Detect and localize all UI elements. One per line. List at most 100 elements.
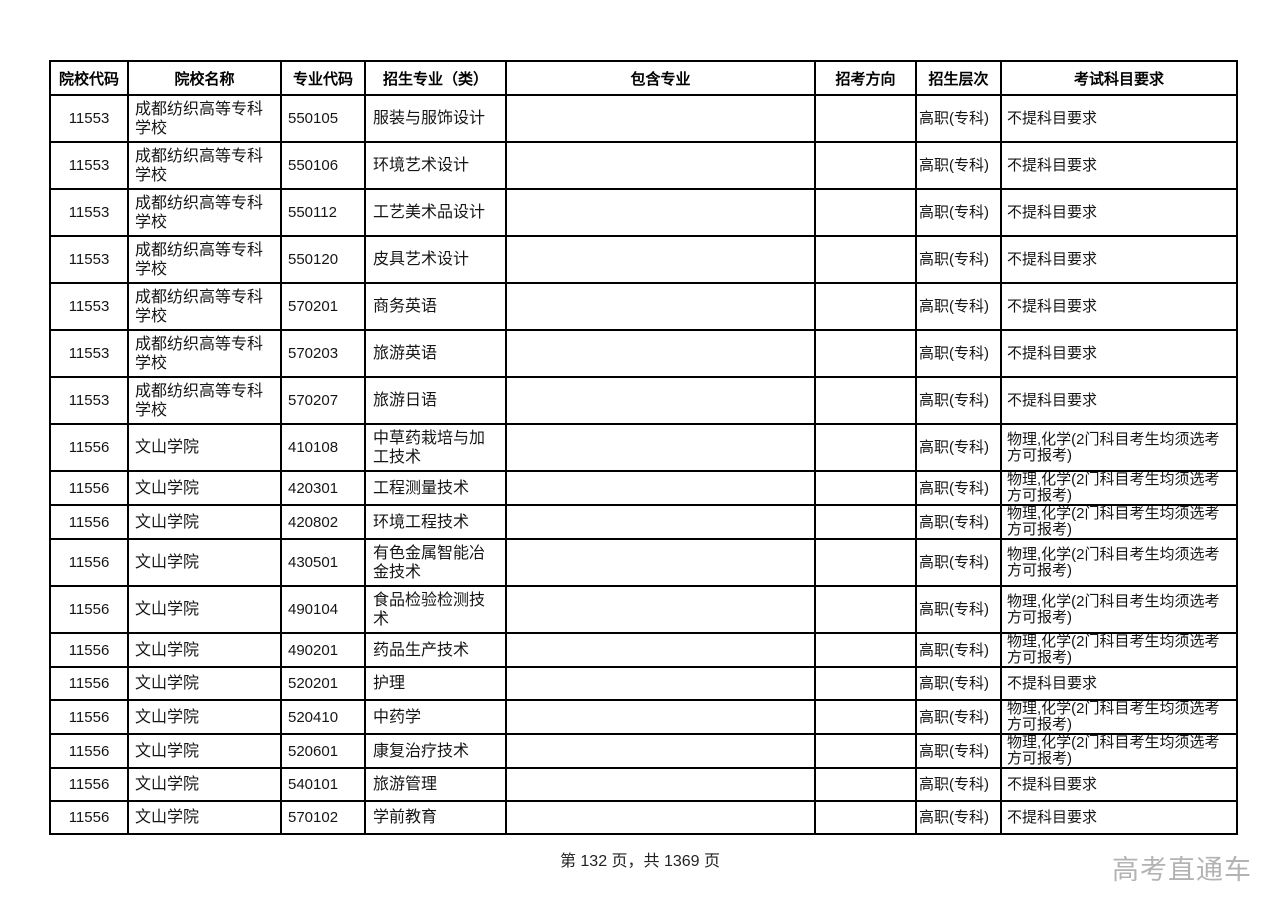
included-majors-cell: [505, 376, 816, 425]
major-code-cell: 490104: [280, 585, 366, 634]
major-name-cell: 有色金属智能冶金技术: [364, 538, 507, 587]
major-code-cell: 540101: [280, 767, 366, 802]
major-code-cell: 410108: [280, 423, 366, 472]
level-cell: 高职(专科): [915, 585, 1002, 634]
included-majors-cell: [505, 188, 816, 237]
major-name-cell: 环境工程技术: [364, 504, 507, 540]
subject-req-cell: 不提科目要求: [1000, 666, 1238, 701]
column-header-subject-req: 考试科目要求: [1000, 60, 1238, 96]
table-body: 11553 成都纺织高等专科学校 550105 服装与服饰设计 高职(专科) 不提科目要求…: [49, 94, 1238, 835]
major-name-cell: 食品检验检测技术: [364, 585, 507, 634]
table-row: 11553 成都纺织高等专科学校 550120 皮具艺术设计 高职(专科) 不提科目要求: [49, 235, 1238, 284]
table-row: 11556 文山学院 490104 食品检验检测技术 高职(专科) 物理,化学(2门科目考…: [49, 585, 1238, 634]
school-name-cell: 文山学院: [127, 800, 282, 835]
school-code-cell: 11553: [49, 329, 129, 378]
exam-direction-cell: [814, 282, 917, 331]
major-code-cell: 490201: [280, 632, 366, 668]
school-name-cell: 成都纺织高等专科学校: [127, 94, 282, 143]
included-majors-cell: [505, 423, 816, 472]
major-name-cell: 旅游英语: [364, 329, 507, 378]
major-code-cell: 570207: [280, 376, 366, 425]
major-code-cell: 550105: [280, 94, 366, 143]
major-code-cell: 550112: [280, 188, 366, 237]
school-name-cell: 成都纺织高等专科学校: [127, 188, 282, 237]
column-header-school-name: 院校名称: [127, 60, 282, 96]
table-row: 11553 成都纺织高等专科学校 570203 旅游英语 高职(专科) 不提科目要求: [49, 329, 1238, 378]
subject-req-cell: 不提科目要求: [1000, 282, 1238, 331]
school-name-cell: 成都纺织高等专科学校: [127, 235, 282, 284]
included-majors-cell: [505, 538, 816, 587]
subject-req-cell: 物理,化学(2门科目考生均须选考方可报考): [1000, 423, 1238, 472]
subject-req-cell: 物理,化学(2门科目考生均须选考方可报考): [1000, 632, 1238, 668]
exam-direction-cell: [814, 632, 917, 668]
school-code-cell: 11556: [49, 733, 129, 769]
table-row: 11556 文山学院 430501 有色金属智能冶金技术 高职(专科) 物理,化学(2门科…: [49, 538, 1238, 587]
level-cell: 高职(专科): [915, 470, 1002, 506]
exam-direction-cell: [814, 699, 917, 735]
school-code-cell: 11556: [49, 585, 129, 634]
school-code-cell: 11556: [49, 800, 129, 835]
level-cell: 高职(专科): [915, 282, 1002, 331]
included-majors-cell: [505, 282, 816, 331]
table-header: 院校代码 院校名称 专业代码 招生专业（类） 包含专业 招考方向 招生层次 考试科目要求: [49, 60, 1238, 96]
exam-direction-cell: [814, 94, 917, 143]
subject-req-cell: 不提科目要求: [1000, 376, 1238, 425]
major-name-cell: 工艺美术品设计: [364, 188, 507, 237]
exam-direction-cell: [814, 235, 917, 284]
major-name-cell: 皮具艺术设计: [364, 235, 507, 284]
school-code-cell: 11556: [49, 504, 129, 540]
school-code-cell: 11553: [49, 376, 129, 425]
level-cell: 高职(专科): [915, 188, 1002, 237]
exam-direction-cell: [814, 188, 917, 237]
exam-direction-cell: [814, 666, 917, 701]
table-row: 11556 文山学院 520201 护理 高职(专科) 不提科目要求: [49, 666, 1238, 701]
exam-direction-cell: [814, 585, 917, 634]
school-code-cell: 11556: [49, 632, 129, 668]
included-majors-cell: [505, 767, 816, 802]
school-name-cell: 文山学院: [127, 733, 282, 769]
exam-direction-cell: [814, 538, 917, 587]
major-name-cell: 护理: [364, 666, 507, 701]
school-name-cell: 成都纺织高等专科学校: [127, 282, 282, 331]
major-code-cell: 430501: [280, 538, 366, 587]
subject-req-cell: 不提科目要求: [1000, 800, 1238, 835]
school-code-cell: 11553: [49, 94, 129, 143]
subject-req-cell: 物理,化学(2门科目考生均须选考方可报考): [1000, 733, 1238, 769]
table-row: 11556 文山学院 490201 药品生产技术 高职(专科) 物理,化学(2门科目考生均…: [49, 632, 1238, 668]
level-cell: 高职(专科): [915, 504, 1002, 540]
school-code-cell: 11553: [49, 235, 129, 284]
header-row: 院校代码 院校名称 专业代码 招生专业（类） 包含专业 招考方向 招生层次 考试科目要求: [49, 60, 1238, 96]
exam-direction-cell: [814, 329, 917, 378]
table-row: 11553 成都纺织高等专科学校 550106 环境艺术设计 高职(专科) 不提科目要求: [49, 141, 1238, 190]
column-header-exam-direction: 招考方向: [814, 60, 917, 96]
subject-req-cell: 不提科目要求: [1000, 188, 1238, 237]
table-row: 11556 文山学院 420301 工程测量技术 高职(专科) 物理,化学(2门科目考生均…: [49, 470, 1238, 506]
level-cell: 高职(专科): [915, 632, 1002, 668]
school-name-cell: 文山学院: [127, 666, 282, 701]
school-name-cell: 文山学院: [127, 470, 282, 506]
included-majors-cell: [505, 141, 816, 190]
exam-direction-cell: [814, 470, 917, 506]
school-name-cell: 文山学院: [127, 767, 282, 802]
table-row: 11556 文山学院 520410 中药学 高职(专科) 物理,化学(2门科目考生均须选考…: [49, 699, 1238, 735]
major-name-cell: 工程测量技术: [364, 470, 507, 506]
school-name-cell: 成都纺织高等专科学校: [127, 376, 282, 425]
major-name-cell: 旅游管理: [364, 767, 507, 802]
exam-direction-cell: [814, 800, 917, 835]
included-majors-cell: [505, 666, 816, 701]
major-code-cell: 550106: [280, 141, 366, 190]
school-code-cell: 11556: [49, 423, 129, 472]
school-name-cell: 成都纺织高等专科学校: [127, 329, 282, 378]
school-code-cell: 11553: [49, 282, 129, 331]
column-header-level: 招生层次: [915, 60, 1002, 96]
level-cell: 高职(专科): [915, 376, 1002, 425]
level-cell: 高职(专科): [915, 423, 1002, 472]
major-code-cell: 570201: [280, 282, 366, 331]
subject-req-cell: 物理,化学(2门科目考生均须选考方可报考): [1000, 699, 1238, 735]
subject-req-cell: 物理,化学(2门科目考生均须选考方可报考): [1000, 585, 1238, 634]
school-name-cell: 文山学院: [127, 632, 282, 668]
school-name-cell: 文山学院: [127, 423, 282, 472]
level-cell: 高职(专科): [915, 733, 1002, 769]
school-code-cell: 11556: [49, 666, 129, 701]
